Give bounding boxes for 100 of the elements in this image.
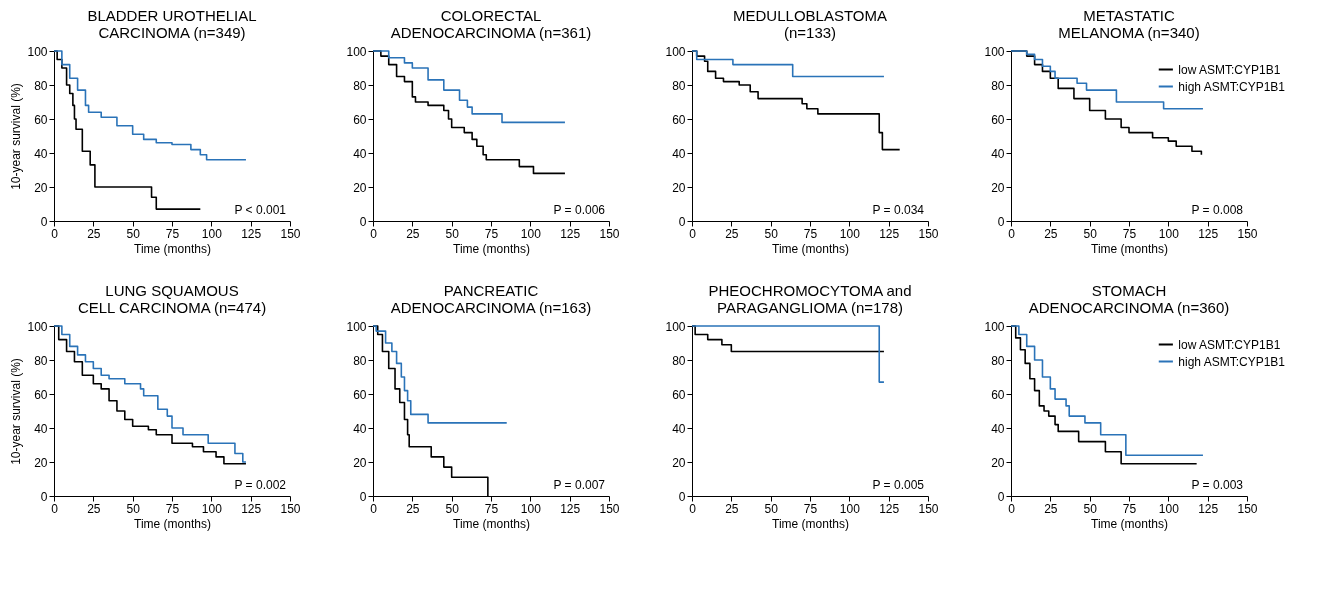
x-tick-label: 50 — [1083, 226, 1098, 241]
y-tick-label: 20 — [672, 180, 686, 195]
y-tick-label: 0 — [997, 489, 1005, 504]
y-tick-label: 40 — [991, 421, 1005, 436]
chart-title: METASTATIC MELANOMA (n=340) — [1058, 7, 1200, 41]
x-tick-label: 50 — [126, 501, 141, 516]
x-tick-label: 50 — [1083, 501, 1098, 516]
y-tick-label: 80 — [353, 353, 367, 368]
y-tick-label: 60 — [34, 112, 48, 127]
y-tick-label: 100 — [665, 319, 686, 334]
x-tick-label: 25 — [87, 501, 101, 516]
x-tick-label: 125 — [879, 226, 900, 241]
x-tick-label: 50 — [445, 501, 460, 516]
y-tick-label: 20 — [353, 455, 367, 470]
x-tick-label: 75 — [165, 501, 180, 516]
annotation: P = 0.003 — [1191, 478, 1244, 492]
x-tick-label: 75 — [484, 226, 499, 241]
chart-title: PHEOCHROMOCYTOMA and PARAGANGLIOMA (n=178) — [708, 282, 912, 316]
x-axis-title: Time (months) — [772, 516, 849, 531]
y-tick-label: 80 — [353, 78, 367, 93]
x-tick-label: 125 — [560, 226, 581, 241]
y-tick-label: 80 — [672, 353, 686, 368]
y-tick-label: 60 — [672, 387, 686, 402]
x-tick-label: 25 — [725, 226, 739, 241]
y-tick-label: 60 — [672, 112, 686, 127]
x-tick-label: 0 — [51, 501, 59, 516]
y-tick-label: 60 — [353, 112, 367, 127]
y-tick-label: 40 — [34, 146, 48, 161]
annotation: P = 0.008 — [1191, 203, 1244, 217]
annotation: P = 0.034 — [872, 203, 925, 217]
x-tick-label: 75 — [803, 226, 818, 241]
x-tick-label: 75 — [484, 501, 499, 516]
chart-title: COLORECTAL ADENOCARCINOMA (n=361) — [390, 7, 592, 41]
x-tick-label: 100 — [1158, 226, 1180, 241]
x-tick-label: 25 — [87, 226, 101, 241]
x-tick-label: 100 — [201, 501, 223, 516]
y-tick-label: 20 — [34, 180, 48, 195]
annotation: P = 0.007 — [553, 478, 606, 492]
y-tick-label: 40 — [672, 146, 686, 161]
y-axis-title: 10-year survival (%) — [9, 358, 24, 465]
y-tick-label: 60 — [34, 387, 48, 402]
x-tick-label: 50 — [764, 226, 779, 241]
x-tick-label: 150 — [1237, 226, 1258, 241]
y-tick-label: 0 — [359, 214, 367, 229]
x-axis-title: Time (months) — [453, 516, 530, 531]
legend-label: low ASMT:CYP1B1 — [1178, 337, 1281, 352]
y-tick-label: 40 — [991, 146, 1005, 161]
x-axis-title: Time (months) — [453, 241, 530, 256]
y-tick-label: 100 — [984, 319, 1005, 334]
y-tick-label: 0 — [359, 489, 367, 504]
annotation: P = 0.005 — [872, 478, 925, 492]
chart-title: PANCREATIC ADENOCARCINOMA (n=163) — [390, 282, 592, 316]
y-tick-label: 80 — [34, 353, 48, 368]
y-tick-label: 0 — [678, 214, 686, 229]
y-tick-label: 0 — [40, 489, 48, 504]
x-axis-title: Time (months) — [134, 241, 211, 256]
x-tick-label: 0 — [689, 226, 697, 241]
x-tick-label: 125 — [241, 226, 262, 241]
x-tick-label: 150 — [1237, 501, 1258, 516]
x-tick-label: 25 — [406, 226, 420, 241]
y-tick-label: 20 — [34, 455, 48, 470]
x-tick-label: 75 — [803, 501, 818, 516]
y-tick-label: 100 — [984, 44, 1005, 59]
y-tick-label: 40 — [353, 421, 367, 436]
x-tick-label: 50 — [764, 501, 779, 516]
x-tick-label: 0 — [1008, 226, 1016, 241]
x-tick-label: 25 — [406, 501, 420, 516]
y-tick-label: 60 — [353, 387, 367, 402]
y-tick-label: 20 — [672, 455, 686, 470]
x-tick-label: 125 — [560, 501, 581, 516]
y-tick-label: 40 — [672, 421, 686, 436]
x-tick-label: 0 — [370, 501, 378, 516]
chart-title: MEDULLOBLASTOMA (n=133) — [733, 7, 887, 41]
x-axis-title: Time (months) — [134, 516, 211, 531]
x-tick-label: 0 — [1008, 501, 1016, 516]
chart-title: STOMACH ADENOCARCINOMA (n=360) — [1028, 282, 1230, 316]
legend-label: high ASMT:CYP1B1 — [1178, 79, 1286, 94]
x-tick-label: 100 — [520, 226, 542, 241]
annotation: P = 0.006 — [553, 203, 606, 217]
y-tick-label: 20 — [991, 180, 1005, 195]
y-tick-label: 80 — [672, 78, 686, 93]
x-tick-label: 100 — [201, 226, 223, 241]
y-tick-label: 0 — [997, 214, 1005, 229]
x-tick-label: 150 — [918, 226, 939, 241]
x-tick-label: 150 — [918, 501, 939, 516]
x-tick-label: 100 — [839, 226, 861, 241]
x-tick-label: 150 — [599, 226, 620, 241]
y-tick-label: 100 — [27, 319, 48, 334]
x-tick-label: 75 — [165, 226, 180, 241]
x-tick-label: 0 — [370, 226, 378, 241]
y-tick-label: 80 — [991, 353, 1005, 368]
x-tick-label: 50 — [445, 226, 460, 241]
y-tick-label: 40 — [353, 146, 367, 161]
x-tick-label: 125 — [1198, 226, 1219, 241]
x-tick-label: 25 — [1044, 501, 1058, 516]
x-tick-label: 0 — [689, 501, 697, 516]
y-tick-label: 60 — [991, 387, 1005, 402]
x-tick-label: 25 — [1044, 226, 1058, 241]
x-tick-label: 75 — [1122, 501, 1137, 516]
annotation: P = 0.002 — [234, 478, 287, 492]
